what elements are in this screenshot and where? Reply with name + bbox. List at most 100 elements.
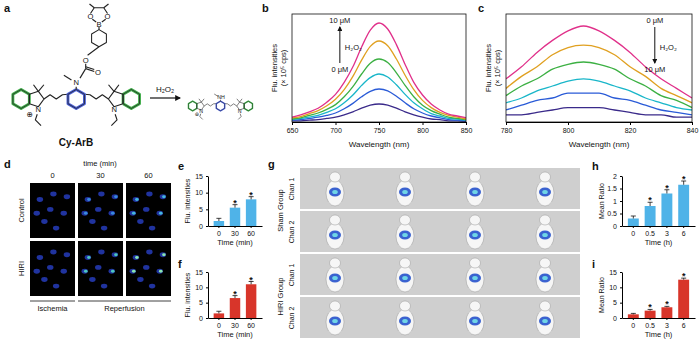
- mouse-body: [466, 223, 484, 249]
- bracket: [78, 301, 171, 302]
- bond: [86, 67, 95, 70]
- plot-area: [628, 181, 689, 226]
- tick: 0: [199, 223, 208, 230]
- signal-core: [332, 190, 338, 194]
- mouse-image: [326, 172, 344, 206]
- tick-mark: [666, 318, 667, 320]
- image-row-bg: [300, 254, 580, 295]
- mouse-head: [540, 172, 551, 182]
- bar: [645, 206, 656, 226]
- tick: 780: [501, 122, 513, 134]
- signal-core: [472, 319, 478, 323]
- tick: 60: [247, 226, 255, 237]
- probe-structure: BOOOONNN⊕: [13, 4, 140, 126]
- atom-label: ⊕: [26, 110, 32, 119]
- tick-label: 1.5: [607, 185, 617, 192]
- cell-signal: [84, 270, 88, 273]
- mouse-image: [536, 215, 554, 249]
- y-axis: 051015: [609, 269, 622, 322]
- x-axis: 780 800 820 840: [501, 122, 699, 134]
- panel-g: gChan 1Chan 2Chan 1Chan 2Sham GroupHIRI …: [268, 158, 580, 338]
- tick: 700: [330, 122, 342, 134]
- tick-mark: [206, 287, 208, 288]
- cell: [34, 211, 40, 216]
- axis-line: [209, 226, 263, 227]
- micrograph: [78, 241, 123, 296]
- bond: [80, 69, 86, 79]
- mouse-body: [326, 266, 344, 292]
- tick-label: 6: [682, 322, 686, 329]
- mouse-body: [536, 266, 554, 292]
- tick-label: 850: [461, 127, 473, 134]
- cell-signal: [114, 253, 118, 256]
- tick-label: 15: [195, 269, 203, 276]
- micrograph: [78, 183, 123, 238]
- cell: [95, 207, 101, 212]
- mouse-head: [540, 258, 551, 268]
- phase-label: Reperfusion: [104, 304, 144, 313]
- mouse-body: [326, 223, 344, 249]
- cell: [85, 255, 91, 260]
- bond: [200, 114, 203, 120]
- tick-mark: [650, 226, 651, 228]
- cell: [37, 197, 43, 202]
- cell: [37, 255, 43, 260]
- bond: [111, 114, 117, 125]
- tick: 30: [231, 226, 239, 237]
- tick: 0: [217, 226, 221, 237]
- bond: [88, 47, 99, 56]
- tick-label: 0: [199, 315, 203, 322]
- tick-mark: [620, 189, 622, 190]
- y-axis: 051015: [195, 269, 208, 322]
- signal: [399, 231, 411, 240]
- cell: [98, 250, 104, 255]
- tick-mark: [683, 318, 684, 320]
- tick-label: 5: [199, 299, 203, 306]
- bond: [123, 90, 139, 109]
- axis-line: [623, 318, 696, 319]
- tick: 0: [631, 226, 635, 237]
- time-title: time (min): [83, 159, 117, 168]
- signal-core: [402, 233, 408, 237]
- cell: [101, 226, 107, 231]
- tick-mark: [620, 226, 622, 227]
- tick: 1: [613, 198, 622, 205]
- bond: [216, 101, 224, 111]
- plot-area: [292, 23, 466, 121]
- mouse-image: [326, 215, 344, 249]
- tick: 0.5: [607, 210, 622, 217]
- panel-b: b650700750800850Wavelength (nm)Flu. inte…: [262, 2, 472, 149]
- x-axis-title: Wavelength (nm): [569, 140, 630, 149]
- signal: [329, 231, 341, 240]
- tick: 840: [687, 122, 699, 134]
- bar: [678, 185, 689, 226]
- mouse-head: [400, 215, 411, 225]
- phase-label: Ischemia: [37, 304, 68, 313]
- signal-core: [542, 319, 548, 323]
- cell: [112, 194, 118, 199]
- mouse-head: [330, 301, 341, 311]
- tick: 820: [625, 122, 637, 134]
- signal: [539, 188, 551, 197]
- signal-core: [402, 276, 408, 280]
- bond: [13, 90, 29, 109]
- group-label: Sham Group: [276, 189, 285, 232]
- tick: 10: [195, 189, 208, 196]
- significance-mark: *: [249, 190, 253, 200]
- bar: [230, 298, 240, 318]
- micrograph-bg: [126, 241, 171, 296]
- cell: [41, 277, 47, 282]
- row-label: Control: [17, 198, 26, 223]
- bond: [188, 101, 196, 111]
- atom-label: N: [111, 105, 116, 114]
- cell: [133, 255, 139, 260]
- micrograph-bg: [78, 183, 123, 238]
- atom-label: ⊕: [195, 111, 199, 117]
- tick-label: 0: [217, 322, 221, 329]
- cell: [137, 277, 143, 282]
- cell-signal: [87, 256, 91, 259]
- tick: 800: [563, 122, 575, 134]
- tick-mark: [206, 176, 208, 177]
- cell-signal: [111, 270, 115, 273]
- significance-mark: *: [233, 289, 237, 299]
